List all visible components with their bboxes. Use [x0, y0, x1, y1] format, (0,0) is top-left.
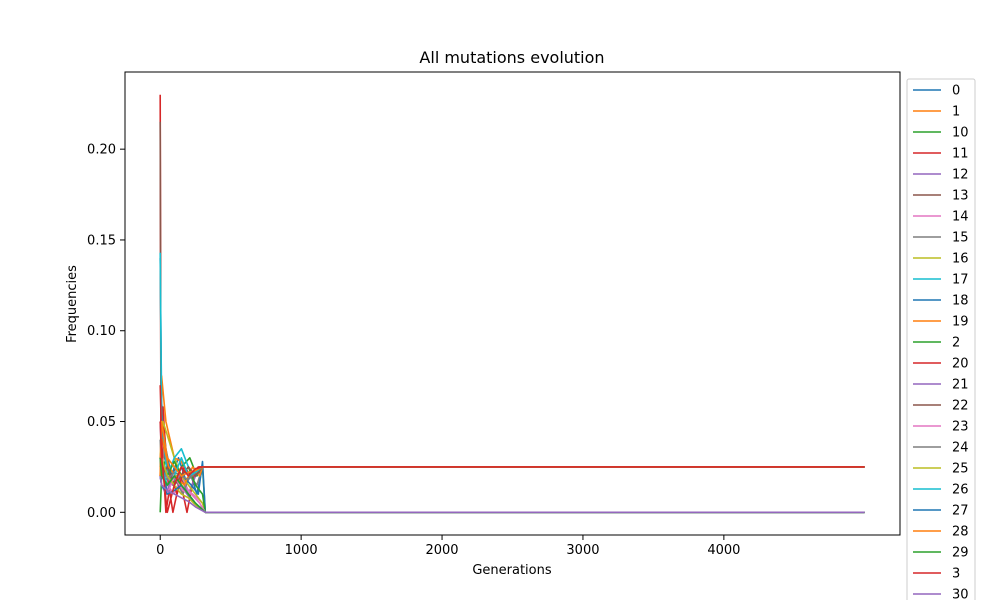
x-tick-label: 2000 [425, 543, 458, 558]
legend-label-27: 27 [952, 504, 969, 519]
legend-label-13: 13 [952, 189, 969, 204]
y-tick-label: 0.10 [87, 324, 116, 339]
plot-area-frame [124, 71, 901, 536]
legend-label-22: 22 [952, 399, 969, 414]
series-line-3 [159, 421, 865, 514]
x-tick-label: 3000 [566, 543, 599, 558]
legend-label-29: 29 [952, 546, 969, 561]
legend-label-2: 2 [952, 336, 960, 351]
x-tick-label: 4000 [707, 543, 740, 558]
legend-label-1: 1 [952, 105, 960, 120]
legend-label-21: 21 [952, 378, 969, 393]
y-axis: 0.00 0.05 0.10 0.15 0.20 [87, 143, 125, 521]
legend-label-3: 3 [952, 567, 960, 582]
legend-label-11: 11 [952, 147, 969, 162]
legend-label-16: 16 [952, 252, 969, 267]
legend-label-17: 17 [952, 273, 969, 288]
legend-label-25: 25 [952, 462, 969, 477]
legend-label-26: 26 [952, 483, 969, 498]
legend-label-15: 15 [952, 231, 969, 246]
legend-label-30: 30 [952, 588, 969, 600]
series-layer [159, 94, 865, 514]
legend-frame [906, 78, 976, 600]
legend-label-18: 18 [952, 294, 969, 309]
y-tick-label: 0.00 [87, 506, 116, 521]
legend-label-28: 28 [952, 525, 969, 540]
series-line-30 [159, 475, 865, 514]
legend-label-24: 24 [952, 441, 969, 456]
x-axis-label: Generations [472, 563, 552, 578]
legend-label-0: 0 [952, 84, 960, 99]
y-axis-label: Frequencies [65, 265, 80, 343]
legend: 0 1 10 11 12 13 14 15 16 17 18 19 2 20 21 22 23 24 25 26 27 2… [906, 78, 976, 600]
legend-label-14: 14 [952, 210, 969, 225]
legend-label-12: 12 [952, 168, 969, 183]
legend-label-19: 19 [952, 315, 969, 330]
legend-label-20: 20 [952, 357, 969, 372]
x-tick-label: 1000 [285, 543, 318, 558]
x-tick-label: 0 [156, 543, 164, 558]
series-line-19 [159, 438, 865, 486]
legend-label-10: 10 [952, 126, 969, 141]
chart-title: All mutations evolution [419, 48, 604, 67]
y-tick-label: 0.15 [87, 233, 116, 248]
legend-label-23: 23 [952, 420, 969, 435]
y-tick-label: 0.05 [87, 415, 116, 430]
y-tick-label: 0.20 [87, 143, 116, 158]
x-axis: 0 1000 2000 3000 4000 [156, 535, 740, 558]
